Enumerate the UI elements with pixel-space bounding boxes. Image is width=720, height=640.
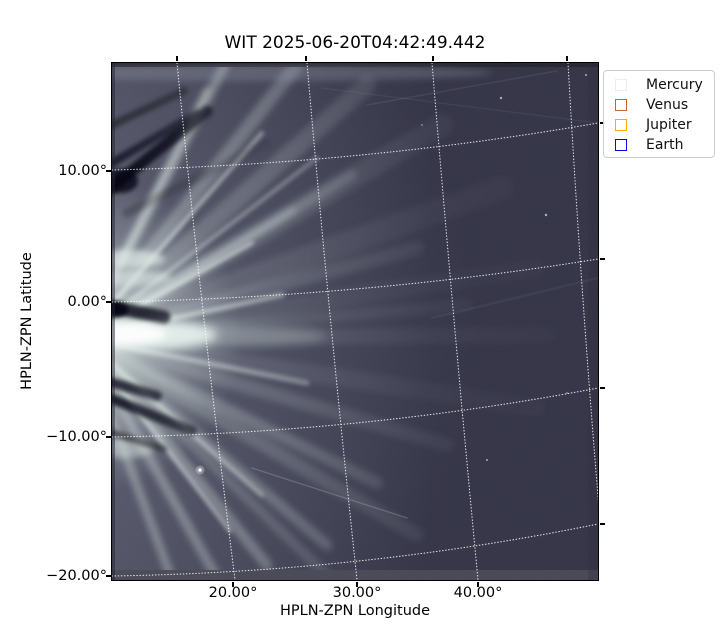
axis-tick (106, 575, 111, 577)
axis-tick (600, 258, 605, 260)
legend-item-mercury: Mercury (615, 75, 714, 95)
axis-tick (305, 56, 307, 61)
lat-line-0deg (112, 258, 598, 303)
x-tick-label-30: 30.00° (332, 585, 382, 601)
y-tick-label-m20: −20.00° (46, 568, 107, 584)
plot-area (111, 62, 599, 581)
y-tick-label-10: 10.00° (58, 163, 107, 179)
axis-tick (600, 387, 605, 389)
legend-item-jupiter: Jupiter (615, 115, 714, 135)
axis-tick (106, 170, 111, 172)
lon-line-30deg (306, 63, 358, 580)
y-tick-label-m10: −10.00° (46, 429, 107, 445)
axis-tick (432, 56, 434, 61)
lon-line-20deg (176, 63, 236, 580)
lon-line-40deg (431, 63, 479, 580)
earth-marker-icon (615, 139, 627, 151)
plot-title: WIT 2025-06-20T04:42:49.442 (224, 33, 486, 53)
graticule (112, 63, 598, 580)
axis-tick (356, 582, 358, 587)
venus-marker-icon (615, 99, 627, 111)
legend-label: Jupiter (646, 117, 692, 133)
axis-tick (106, 436, 111, 438)
legend-item-venus: Venus (615, 95, 714, 115)
heliospheric-image (112, 63, 598, 580)
axis-tick (477, 582, 479, 587)
legend-label: Venus (646, 97, 689, 113)
axis-tick (232, 582, 234, 587)
lat-line-10deg (112, 122, 598, 171)
legend-item-earth: Earth (615, 135, 714, 155)
axis-tick (600, 122, 605, 124)
x-axis-label: HPLN-ZPN Longitude (279, 603, 431, 619)
x-tick-label-40: 40.00° (453, 585, 503, 601)
axis-tick (176, 56, 178, 61)
lon-line-50deg (567, 63, 598, 503)
axis-tick (566, 56, 568, 61)
axis-tick (106, 301, 111, 303)
y-tick-label-0: 0.00° (67, 294, 107, 310)
lat-line-m20deg (112, 523, 598, 577)
legend: Mercury Venus Jupiter Earth (603, 70, 715, 158)
noise-grain (112, 63, 598, 580)
mercury-marker-icon (615, 79, 627, 91)
lat-line-m10deg (112, 387, 598, 438)
jupiter-marker-icon (615, 119, 627, 131)
legend-label: Earth (646, 137, 684, 153)
y-axis-label: HPLN-ZPN Latitude (19, 252, 35, 390)
axis-tick (600, 523, 605, 525)
x-tick-label-20: 20.00° (208, 585, 258, 601)
legend-label: Mercury (646, 77, 703, 93)
